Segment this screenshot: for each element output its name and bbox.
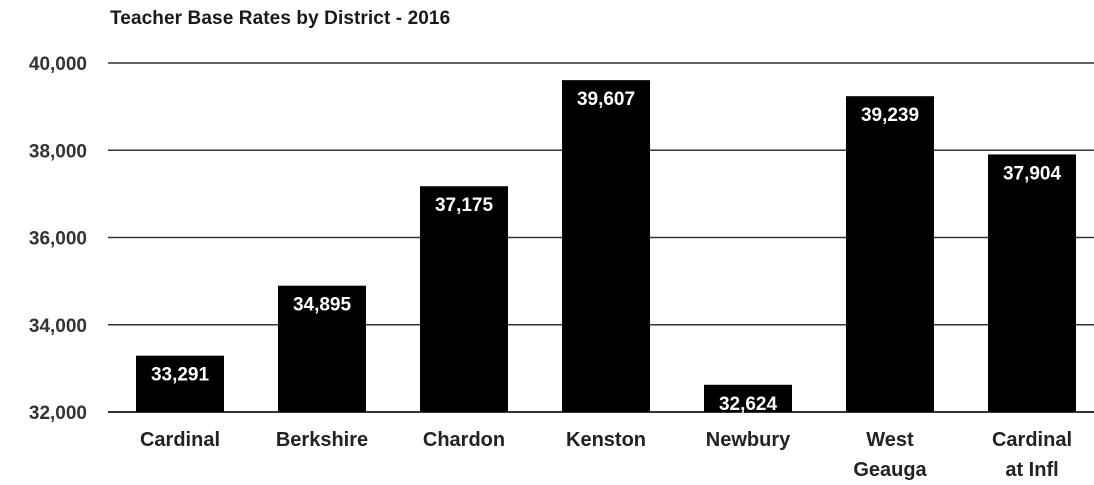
x-tick-label: Geauga bbox=[853, 459, 927, 481]
y-tick-label: 36,000 bbox=[29, 229, 87, 250]
bar bbox=[562, 80, 650, 412]
x-tick-label: Cardinal bbox=[992, 429, 1072, 451]
data-label: 34,895 bbox=[293, 295, 352, 316]
data-label: 32,624 bbox=[719, 394, 778, 415]
x-tick-label: Newbury bbox=[706, 429, 791, 451]
x-tick-label: Berkshire bbox=[276, 429, 368, 451]
bar bbox=[988, 154, 1076, 413]
y-axis-ticks: 32,000 34,000 36,000 38,000 40,000 bbox=[29, 54, 87, 424]
value-labels: 33,291 34,895 37,175 39,607 32,624 39,239 37,9… bbox=[151, 89, 1062, 415]
x-axis-categories: Cardinal Berkshire Chardon Kenston Newbury We… bbox=[140, 429, 1072, 481]
y-tick-label: 34,000 bbox=[29, 316, 87, 337]
data-label: 39,607 bbox=[577, 89, 635, 110]
y-tick-label: 32,000 bbox=[29, 403, 87, 424]
chart-title: Teacher Base Rates by District - 2016 bbox=[110, 8, 451, 29]
bar bbox=[420, 186, 508, 412]
x-tick-label: Chardon bbox=[423, 429, 505, 451]
x-tick-label: Kenston bbox=[566, 429, 646, 451]
data-label: 39,239 bbox=[861, 105, 919, 126]
bar bbox=[704, 384, 792, 412]
y-tick-label: 40,000 bbox=[29, 54, 87, 75]
data-label: 37,175 bbox=[435, 195, 494, 216]
data-label: 37,904 bbox=[1003, 163, 1062, 184]
y-tick-label: 38,000 bbox=[29, 141, 87, 162]
bar bbox=[278, 285, 366, 412]
x-tick-label: Cardinal bbox=[140, 429, 220, 451]
bar bbox=[846, 96, 934, 413]
bars bbox=[136, 80, 1076, 413]
data-label: 33,291 bbox=[151, 365, 210, 386]
bar bbox=[136, 355, 224, 412]
x-tick-label: at Infl bbox=[1005, 459, 1058, 481]
x-tick-label: West bbox=[866, 429, 914, 451]
